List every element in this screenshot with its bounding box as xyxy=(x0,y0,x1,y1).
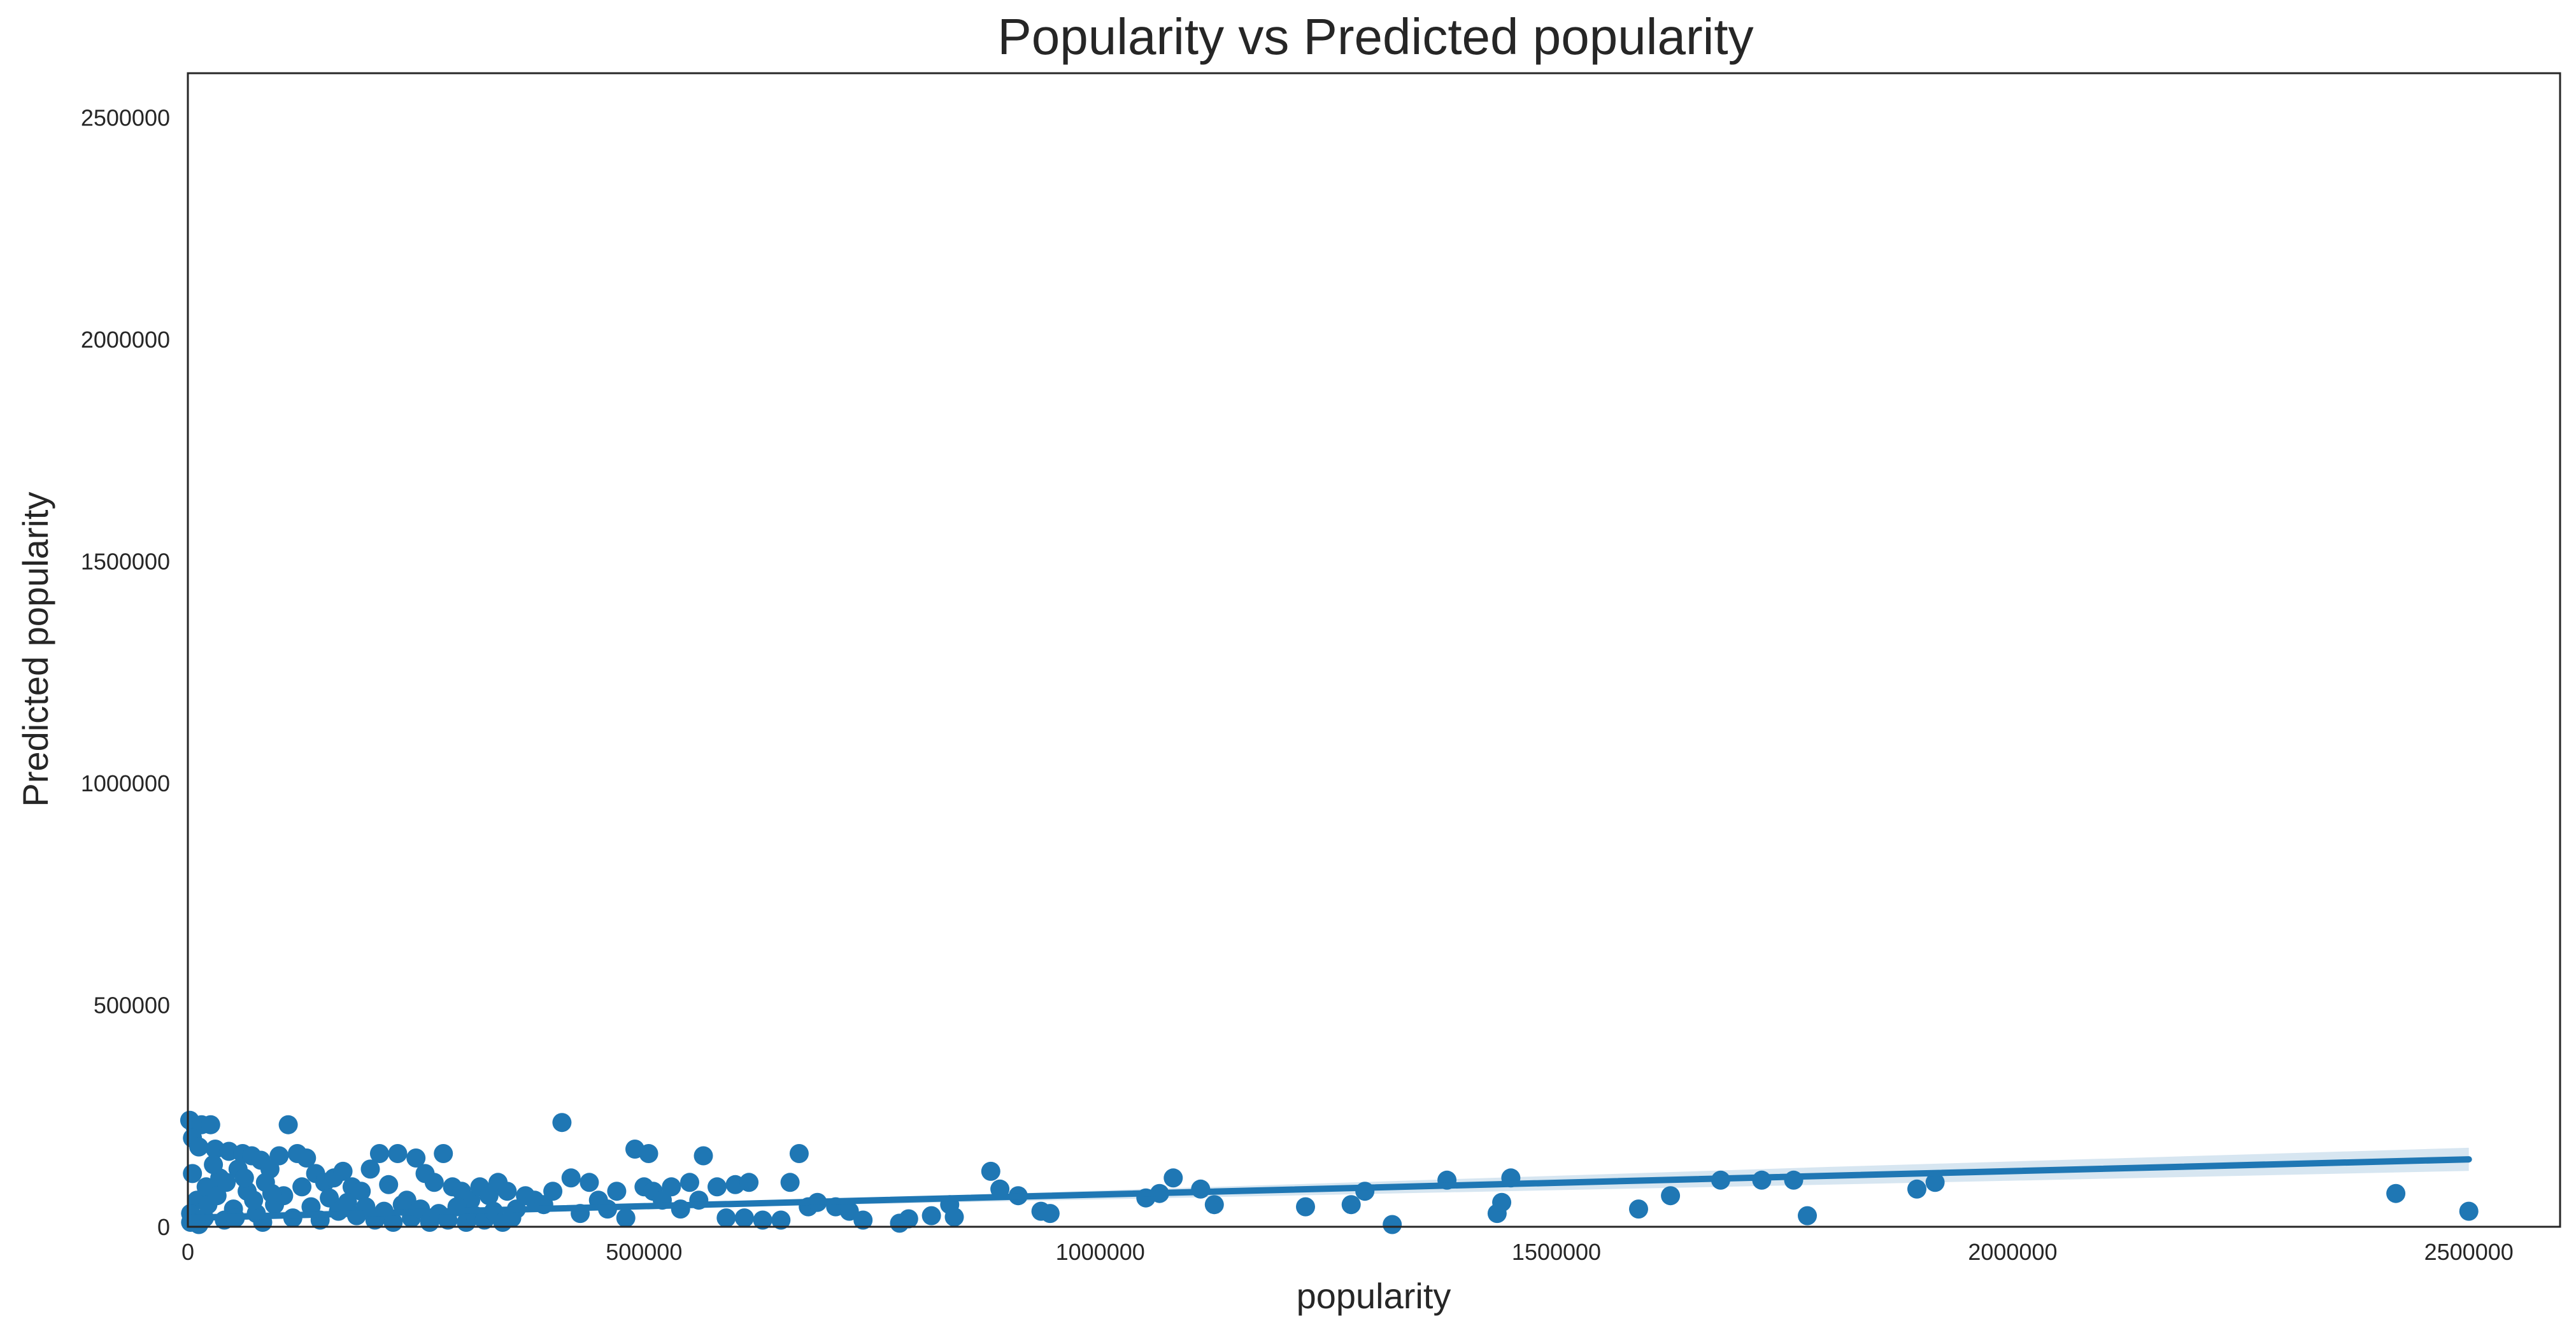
x-axis-ticks: 0 500000 1000000 1500000 2000000 2500000 xyxy=(181,1239,2514,1265)
scatter-point xyxy=(639,1144,658,1163)
scatter-point xyxy=(1661,1186,1681,1206)
scatter-point xyxy=(771,1210,791,1230)
scatter-point xyxy=(438,1210,458,1230)
scatter-point xyxy=(189,1137,209,1157)
scatter-point xyxy=(2459,1201,2479,1221)
scatter-point xyxy=(789,1144,809,1163)
x-axis-title: popularity xyxy=(1297,1276,1451,1316)
scatter-point xyxy=(497,1182,517,1201)
scatter-point xyxy=(1040,1204,1060,1224)
x-tick-label: 500000 xyxy=(606,1239,682,1265)
scatter-point xyxy=(388,1144,408,1163)
y-axis-ticks: 0 500000 1000000 1500000 2000000 2500000 xyxy=(81,105,170,1240)
scatter-point xyxy=(853,1210,873,1230)
scatter-point xyxy=(234,1168,254,1188)
scatter-point xyxy=(1296,1197,1315,1217)
scatter-point xyxy=(360,1159,380,1179)
x-tick-label: 2500000 xyxy=(2424,1239,2514,1265)
scatter-point xyxy=(369,1144,389,1163)
y-tick-label: 500000 xyxy=(94,992,170,1019)
scatter-point xyxy=(352,1182,371,1201)
scatter-point xyxy=(269,1146,289,1166)
scatter-point xyxy=(561,1168,581,1188)
scatter-point xyxy=(262,1183,281,1203)
scatter-point xyxy=(217,1173,236,1192)
scatter-point xyxy=(1925,1173,1945,1192)
scatter-point xyxy=(1907,1179,1926,1199)
chart-title: Popularity vs Predicted popularity xyxy=(997,8,1753,65)
scatter-point xyxy=(839,1201,859,1221)
scatter-point xyxy=(1492,1192,1512,1212)
scatter-point xyxy=(1629,1199,1648,1219)
scatter-point xyxy=(2386,1183,2406,1203)
scatter-point xyxy=(333,1161,353,1181)
y-tick-label: 0 xyxy=(157,1214,170,1240)
x-tick-label: 0 xyxy=(181,1239,194,1265)
scatter-point xyxy=(716,1208,736,1228)
scatter-point xyxy=(1798,1206,1817,1226)
x-tick-label: 1000000 xyxy=(1056,1239,1145,1265)
scatter-point xyxy=(320,1188,339,1208)
scatter-point xyxy=(662,1177,681,1197)
scatter-point xyxy=(1341,1195,1361,1215)
scatter-point xyxy=(479,1186,499,1206)
scatter-point xyxy=(753,1210,772,1230)
scatter-point xyxy=(607,1182,627,1201)
scatter-point xyxy=(694,1146,713,1166)
scatter-point xyxy=(680,1173,699,1192)
regression-line xyxy=(185,1156,2472,1222)
scatter-point xyxy=(424,1173,444,1192)
scatter-point xyxy=(734,1208,754,1228)
scatter-point xyxy=(1204,1195,1224,1215)
scatter-point xyxy=(708,1177,727,1197)
y-axis-title: Predicted popularity xyxy=(15,492,55,807)
scatter-point xyxy=(244,1190,264,1210)
scatter-point xyxy=(297,1148,317,1168)
scatter-point xyxy=(201,1115,220,1134)
scatter-point xyxy=(552,1113,572,1133)
scatter-point xyxy=(207,1186,227,1206)
scatter-point xyxy=(183,1164,203,1183)
scatter-point xyxy=(1383,1215,1402,1234)
y-tick-label: 2000000 xyxy=(81,327,170,353)
scatter-point xyxy=(278,1115,298,1134)
scatter-point xyxy=(543,1182,563,1201)
scatter-point xyxy=(922,1206,941,1226)
scatter-point xyxy=(292,1177,312,1197)
x-tick-label: 1500000 xyxy=(1512,1239,1601,1265)
scatter-point xyxy=(580,1173,599,1192)
scatter-point xyxy=(379,1175,399,1194)
scatter-point xyxy=(981,1161,1000,1181)
scatter-point xyxy=(502,1208,522,1228)
scatter-point xyxy=(780,1173,800,1192)
scatter-point xyxy=(1163,1168,1183,1188)
x-tick-label: 2000000 xyxy=(1968,1239,2057,1265)
scatter-point xyxy=(434,1144,453,1163)
y-tick-label: 1500000 xyxy=(81,549,170,575)
y-tick-label: 1000000 xyxy=(81,770,170,796)
y-tick-label: 2500000 xyxy=(81,105,170,131)
scatter-point xyxy=(944,1207,964,1227)
plot-frame xyxy=(187,72,2561,1228)
scatter-point xyxy=(204,1155,224,1175)
scatter-point xyxy=(899,1209,918,1229)
scatter-point xyxy=(406,1148,426,1168)
scatter-point xyxy=(739,1173,759,1192)
scatter-point xyxy=(338,1192,357,1212)
plot-area xyxy=(180,1110,2479,1234)
scatter-point xyxy=(616,1208,636,1228)
